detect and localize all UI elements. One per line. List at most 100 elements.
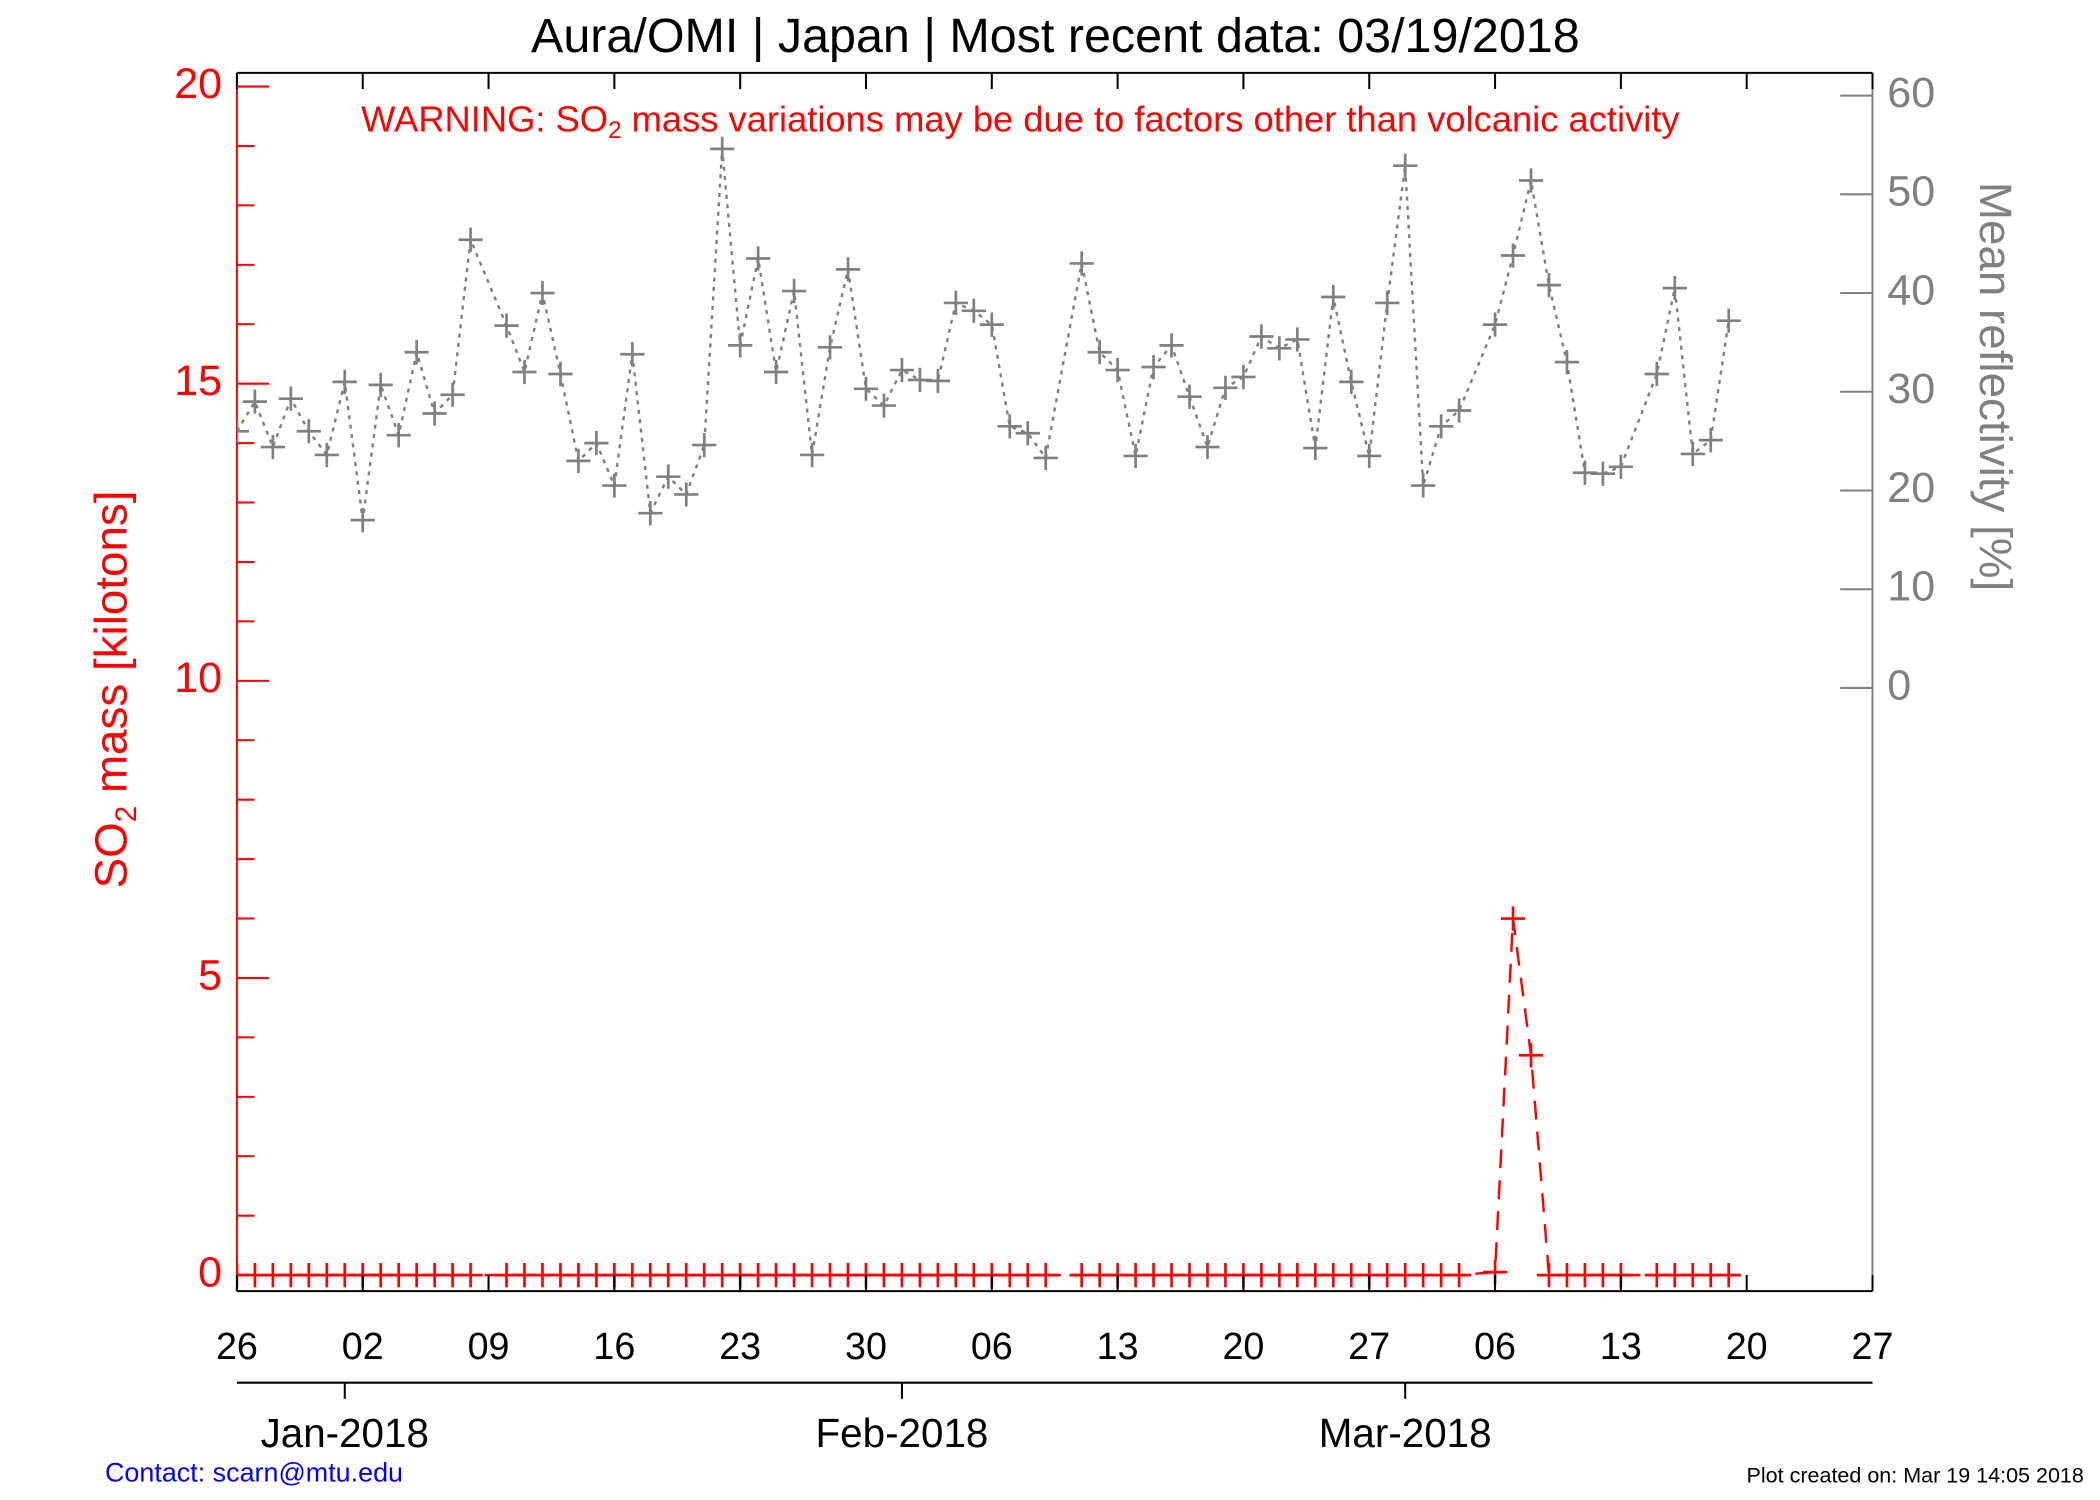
marker <box>997 414 1022 439</box>
marker <box>1321 284 1346 310</box>
marker <box>710 136 735 162</box>
y2-axis-label: Mean reflectivity [%] <box>1970 182 2021 591</box>
marker <box>548 361 573 387</box>
marker <box>566 448 591 473</box>
marker <box>1033 445 1058 471</box>
marker <box>1357 443 1382 469</box>
marker <box>1554 350 1580 375</box>
marker <box>440 382 465 407</box>
marker <box>781 278 807 304</box>
x-tick-label: 02 <box>342 1325 384 1367</box>
month-label: Feb-2018 <box>816 1410 989 1456</box>
marker <box>1285 327 1310 352</box>
y2-tick-label: 10 <box>1887 563 1935 611</box>
y-label-text: mass [kilotons] <box>86 490 137 805</box>
y-label-subscript: 2 <box>110 806 143 822</box>
chart-title: Aura/OMI | Japan | Most recent data: 03/… <box>531 9 1580 63</box>
marker <box>674 482 699 507</box>
y-tick-label: 0 <box>198 1248 222 1296</box>
warning-text: mass variations may be due to factors ot… <box>622 98 1681 139</box>
y-tick-label: 20 <box>174 60 222 108</box>
x-tick-label: 16 <box>593 1325 635 1367</box>
y2-tick-label: 40 <box>1887 266 1935 314</box>
marker <box>746 246 771 271</box>
marker <box>961 298 986 323</box>
marker <box>1680 441 1705 467</box>
y2-tick-label: 20 <box>1887 464 1935 512</box>
marker <box>1644 361 1669 387</box>
marker <box>1482 312 1508 337</box>
marker <box>1123 443 1148 469</box>
month-label: Jan-2018 <box>261 1410 429 1456</box>
marker <box>1015 421 1040 446</box>
marker <box>1159 333 1184 358</box>
warning: WARNING: SO2 mass variations may be due … <box>361 98 1680 145</box>
marker <box>764 359 789 385</box>
marker <box>1500 243 1526 268</box>
marker <box>404 340 429 365</box>
created-note: Plot created on: Mar 19 14:05 2018 <box>1747 1464 2084 1488</box>
x-tick-label: 09 <box>468 1325 510 1367</box>
marker <box>458 227 483 252</box>
marker <box>656 464 681 489</box>
marker <box>871 393 897 418</box>
contact[interactable]: Contact: scarn@mtu.edu <box>105 1457 403 1487</box>
y2-tick-label: 30 <box>1887 365 1935 413</box>
x-tick-label: 26 <box>216 1325 258 1367</box>
x-tick-label: 13 <box>1097 1325 1139 1367</box>
marker <box>692 432 717 458</box>
marker <box>1339 369 1364 395</box>
marker <box>350 507 375 533</box>
marker <box>278 386 303 411</box>
marker <box>728 333 753 358</box>
marker <box>817 335 843 360</box>
series-line <box>236 148 1730 521</box>
x-tick-label: 23 <box>719 1325 761 1367</box>
marker <box>1446 1262 1472 1288</box>
warning-subscript: 2 <box>608 118 621 145</box>
y2-tick-label: 0 <box>1887 661 1911 709</box>
marker <box>602 473 627 498</box>
marker <box>1608 454 1633 479</box>
x-tick-label: 13 <box>1600 1325 1642 1367</box>
marker <box>1069 251 1094 276</box>
plot-area <box>236 136 1741 1288</box>
x-tick-label: 27 <box>1348 1325 1390 1367</box>
marker <box>260 434 285 460</box>
marker <box>386 423 411 448</box>
marker <box>512 359 537 385</box>
marker <box>943 290 968 316</box>
marker <box>1446 398 1472 423</box>
x-tick-label: 20 <box>1222 1325 1264 1367</box>
warning-text: WARNING: SO <box>361 98 608 139</box>
marker <box>1177 384 1202 409</box>
y-tick-label: 10 <box>174 654 222 702</box>
marker <box>296 419 321 444</box>
marker <box>1393 153 1418 178</box>
marker <box>1662 275 1687 301</box>
y-axis-label: SO2 mass [kilotons] <box>86 490 143 888</box>
marker <box>1249 324 1274 349</box>
marker <box>1590 461 1616 486</box>
marker <box>236 419 250 444</box>
marker <box>853 376 879 401</box>
marker <box>1429 414 1454 439</box>
marker <box>1195 434 1220 460</box>
marker <box>458 1262 483 1288</box>
series-line <box>236 918 1729 1277</box>
marker <box>835 257 861 282</box>
x-tick-label: 27 <box>1852 1325 1894 1367</box>
marker <box>1536 273 1562 298</box>
y2-tick-label: 60 <box>1887 69 1935 117</box>
marker <box>620 342 645 367</box>
marker <box>530 280 555 306</box>
marker <box>925 368 950 394</box>
marker <box>1518 1043 1544 1068</box>
marker <box>1716 308 1741 333</box>
marker <box>1141 354 1166 380</box>
x-tick-label: 20 <box>1726 1325 1768 1367</box>
marker <box>368 372 393 397</box>
marker <box>1518 168 1544 193</box>
marker <box>332 369 357 395</box>
